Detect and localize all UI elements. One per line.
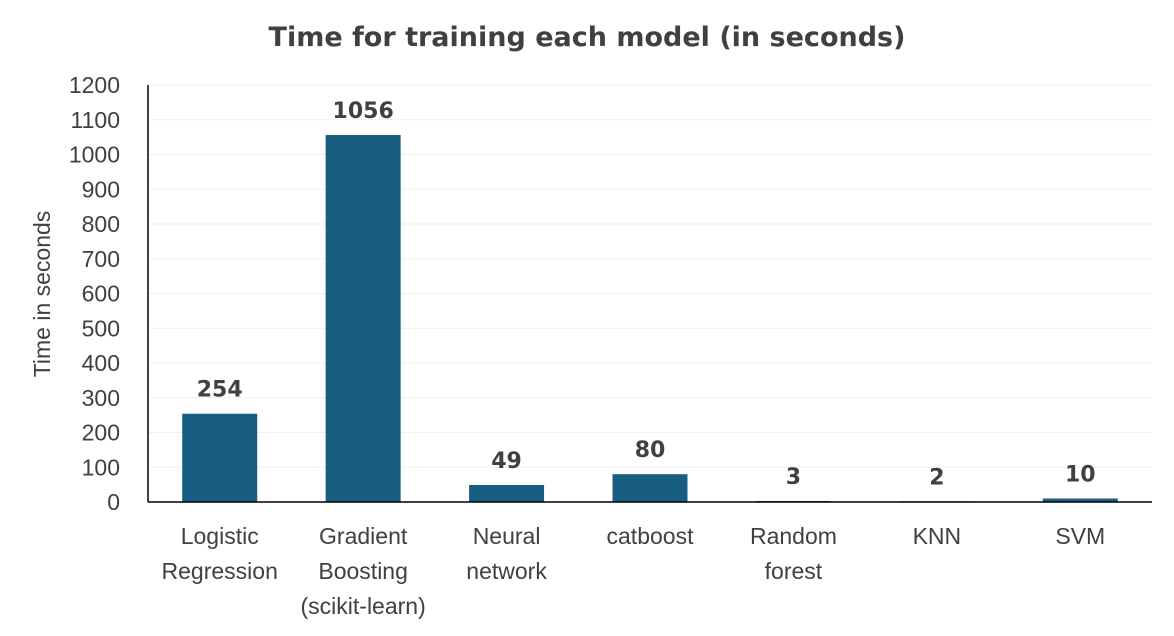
- x-category-label: Gradient: [319, 523, 408, 549]
- y-tick-label: 1000: [69, 142, 120, 168]
- bar: [325, 135, 401, 503]
- y-tick-label: 1100: [71, 107, 120, 133]
- bar: [1042, 498, 1118, 502]
- y-tick-label: 100: [82, 454, 120, 480]
- x-category-label: Random: [750, 523, 837, 549]
- y-tick-label: 800: [82, 211, 120, 237]
- x-category-label: SVM: [1055, 523, 1105, 549]
- x-category-label: forest: [765, 558, 823, 584]
- y-tick-label: 500: [82, 315, 120, 341]
- x-category-label: (scikit-learn): [301, 593, 426, 619]
- y-tick-label: 300: [82, 385, 120, 411]
- y-tick-label: 0: [107, 489, 120, 515]
- y-axis-title: Time in seconds: [29, 211, 55, 378]
- x-category-label: Logistic: [181, 523, 259, 549]
- data-label: 2: [929, 465, 944, 490]
- y-tick-label: 600: [82, 281, 120, 307]
- x-category-label: Neural: [473, 523, 541, 549]
- y-tick-label: 200: [82, 420, 120, 446]
- y-tick-label: 400: [82, 350, 120, 376]
- y-axis-tick-labels: 0 100 200 300 400 500 600 700 800 900 1000 1100 1200: [69, 72, 120, 515]
- bar: [612, 474, 688, 502]
- y-tick-label: 700: [82, 246, 120, 272]
- bar: [182, 413, 258, 502]
- data-labels: 254 1056 49 80 3 2 10: [197, 99, 1096, 490]
- data-label: 1056: [333, 99, 394, 124]
- x-category-label: network: [466, 558, 547, 584]
- x-axis-category-labels: Logistic Regression Gradient Boosting (sciki…: [162, 523, 1106, 619]
- bar: [469, 484, 545, 502]
- x-category-label: Boosting: [318, 558, 408, 584]
- x-category-label: catboost: [607, 523, 695, 549]
- x-category-label: Regression: [162, 558, 278, 584]
- data-label: 10: [1065, 463, 1096, 488]
- data-label: 254: [197, 378, 243, 403]
- chart-title: Time for training each model (in seconds…: [269, 22, 906, 53]
- x-category-label: KNN: [913, 523, 962, 549]
- y-tick-label: 1200: [69, 72, 120, 98]
- gridlines: [148, 84, 1152, 468]
- data-label: 49: [491, 449, 522, 474]
- data-label: 80: [635, 438, 666, 463]
- y-tick-label: 900: [82, 176, 120, 202]
- data-label: 3: [786, 465, 801, 490]
